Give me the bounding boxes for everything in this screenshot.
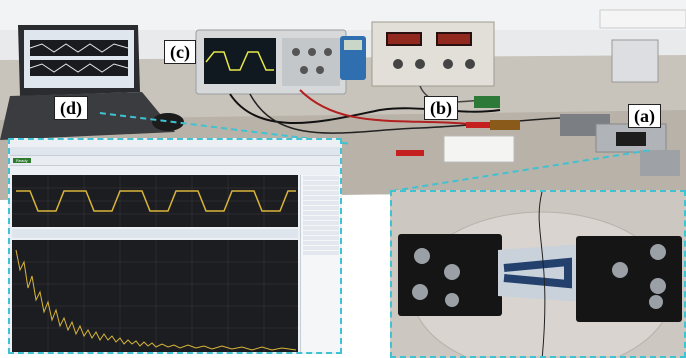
time-domain-plot [12, 175, 298, 227]
spectrum-plot [12, 240, 298, 352]
label-b: (b) [424, 96, 458, 120]
label-c: (c) [164, 40, 196, 64]
scope-runbar: Ready [10, 156, 340, 166]
sensor-closeup-inset [390, 190, 686, 358]
measurement-side-panel [300, 175, 341, 353]
scope-toolbar [10, 147, 340, 156]
fft-settings-strip [12, 229, 298, 238]
label-d: (d) [54, 96, 88, 120]
scope-software-inset: Ready [8, 138, 342, 354]
run-state-badge: Ready [13, 158, 31, 163]
scope-menubar [10, 140, 340, 147]
label-a: (a) [628, 104, 661, 128]
